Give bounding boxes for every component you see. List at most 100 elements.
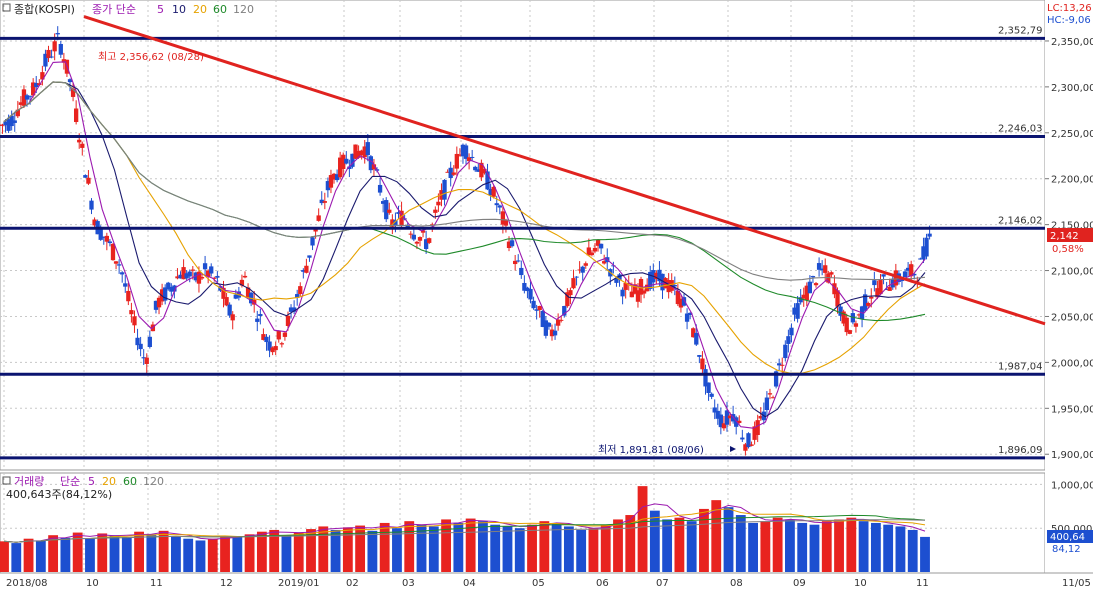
candle-body xyxy=(0,124,5,126)
candle-body xyxy=(887,287,892,291)
candle-body xyxy=(697,355,702,357)
candle-body xyxy=(37,83,42,86)
candle-body xyxy=(902,271,908,277)
volume-bar xyxy=(392,528,402,572)
volume-bar xyxy=(0,541,9,572)
candle-body xyxy=(356,150,361,158)
candle-body xyxy=(513,260,518,265)
candle-body xyxy=(156,297,162,308)
trend-line[interactable] xyxy=(83,15,1046,326)
volume-bar xyxy=(662,519,673,572)
candle-body xyxy=(473,166,478,171)
volume-bar xyxy=(490,524,501,572)
lc-badge: LC:13,26 xyxy=(1047,3,1092,14)
candle-body xyxy=(43,53,48,67)
volume-bar xyxy=(834,519,844,572)
candle-body xyxy=(209,266,214,274)
volume-bar xyxy=(146,534,157,572)
candle-body xyxy=(460,144,466,157)
candle-body xyxy=(166,282,171,290)
candle-body xyxy=(132,316,137,326)
volume-tick-label: 500,000 xyxy=(1051,524,1092,535)
price-tick-label: 1,900,00 xyxy=(1051,450,1093,461)
candle-body xyxy=(267,341,272,351)
candle-body xyxy=(273,346,278,351)
candle-body xyxy=(602,261,607,264)
candle-body xyxy=(773,371,779,387)
candle-body xyxy=(221,287,226,299)
volume-indicator-label: 단순 xyxy=(60,475,80,488)
candle-body xyxy=(589,252,595,256)
candle-body xyxy=(813,283,819,286)
candle-body xyxy=(350,153,355,167)
candle-body xyxy=(525,287,530,292)
candle-body xyxy=(743,444,748,451)
candle-body xyxy=(758,416,763,419)
volume-bar xyxy=(551,522,562,572)
candle-body xyxy=(77,139,82,143)
volume-title: 거래량 xyxy=(14,475,44,488)
candle-body xyxy=(126,290,131,302)
candle-body xyxy=(405,225,410,228)
candle-body xyxy=(196,271,202,284)
panel-toggle-icon[interactable] xyxy=(2,3,11,12)
candle-body xyxy=(752,426,757,440)
price-tick-label: 2,200,00 xyxy=(1051,175,1093,186)
vol-ma-period-120: 120 xyxy=(143,475,164,488)
candle-body xyxy=(580,266,585,273)
candle-body xyxy=(396,212,401,214)
candle-body xyxy=(832,283,837,295)
candle-body xyxy=(264,336,269,343)
volume-bar xyxy=(576,529,587,572)
volume-bar xyxy=(183,538,194,572)
candle-body xyxy=(531,300,536,309)
candle-body xyxy=(617,274,622,280)
candle-body xyxy=(555,319,561,326)
candle-body xyxy=(411,234,416,240)
trendline xyxy=(83,15,1046,326)
candle-body xyxy=(559,319,564,321)
volume-bar xyxy=(416,524,427,572)
price-tick-label: 2,250,00 xyxy=(1051,129,1093,140)
volume-bar xyxy=(23,538,34,572)
candle-body xyxy=(503,220,509,226)
candle-body xyxy=(31,82,36,96)
candle-body xyxy=(310,237,315,246)
candle-body xyxy=(107,241,113,244)
candle-body xyxy=(169,286,174,292)
candle-body xyxy=(80,143,85,148)
volume-bar xyxy=(220,536,230,572)
candle-body xyxy=(740,437,745,440)
last-volume-badge xyxy=(1047,530,1093,543)
candle-body xyxy=(872,280,877,286)
candle-body xyxy=(626,282,631,284)
candle-body xyxy=(844,317,849,333)
volume-bar xyxy=(48,535,59,572)
candle-body xyxy=(172,285,177,292)
candle-body xyxy=(540,310,545,327)
date-tick-label: 11 xyxy=(150,578,163,589)
candle-body xyxy=(120,272,125,275)
candle-body xyxy=(338,157,343,178)
candle-body xyxy=(334,174,340,181)
volume-bar xyxy=(428,526,439,572)
candle-body xyxy=(304,265,309,273)
candle-body xyxy=(549,329,555,337)
volume-bar xyxy=(625,515,636,572)
candle-body xyxy=(847,330,852,334)
candle-body xyxy=(598,243,604,249)
candle-body xyxy=(445,171,450,173)
candle-body xyxy=(712,407,717,413)
candle-body xyxy=(390,219,395,227)
ma-line-10 xyxy=(3,81,926,418)
candle-body xyxy=(393,219,398,226)
volume-bar xyxy=(920,536,930,572)
candle-body xyxy=(67,79,73,83)
date-tick-label: 12 xyxy=(220,578,233,589)
volume-panel-toggle-icon[interactable] xyxy=(2,476,11,485)
candle-body xyxy=(353,144,358,159)
candle-body xyxy=(878,280,883,295)
candle-body xyxy=(577,269,582,271)
